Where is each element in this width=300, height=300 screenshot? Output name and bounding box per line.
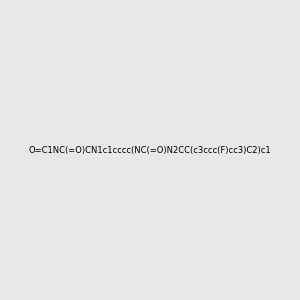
Text: O=C1NC(=O)CN1c1cccc(NC(=O)N2CC(c3ccc(F)cc3)C2)c1: O=C1NC(=O)CN1c1cccc(NC(=O)N2CC(c3ccc(F)c… [29, 146, 271, 154]
